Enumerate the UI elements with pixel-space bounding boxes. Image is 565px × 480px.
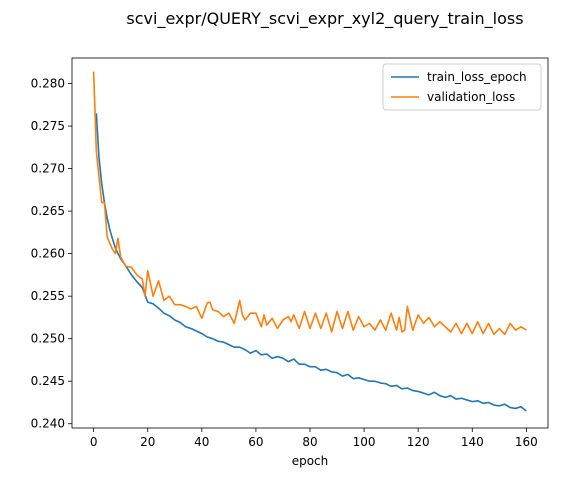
series-line-validation-loss — [92, 71, 527, 336]
x-tick-label: 160 — [515, 435, 538, 449]
x-tick-label: 80 — [302, 435, 317, 449]
y-tick-label: 0.255 — [31, 289, 65, 303]
series-line-train-loss-epoch — [95, 113, 527, 412]
x-tick-label: 120 — [407, 435, 430, 449]
x-axis-ticks: 0 20 40 60 80 100 120 140 160 — [90, 428, 538, 449]
y-tick-label: 0.280 — [31, 77, 65, 91]
x-tick-label: 140 — [461, 435, 484, 449]
legend-box — [382, 63, 542, 111]
legend-label: validation_loss — [427, 90, 515, 104]
y-tick-label: 0.250 — [31, 332, 65, 346]
x-tick-label: 60 — [248, 435, 263, 449]
chart-title: scvi_expr/QUERY_scvi_expr_xyl2_query_tra… — [126, 9, 523, 29]
legend-label: train_loss_epoch — [427, 70, 527, 84]
y-tick-label: 0.245 — [31, 374, 65, 388]
series-layer — [92, 71, 527, 412]
x-tick-label: 100 — [353, 435, 376, 449]
y-tick-label: 0.260 — [31, 247, 65, 261]
legend: train_loss_epoch validation_loss — [382, 63, 542, 111]
x-axis-label: epoch — [292, 454, 329, 468]
y-tick-label: 0.275 — [31, 119, 65, 133]
x-tick-label: 0 — [90, 435, 98, 449]
x-tick-label: 40 — [194, 435, 209, 449]
y-tick-label: 0.270 — [31, 162, 65, 176]
y-tick-label: 0.240 — [31, 417, 65, 431]
x-tick-label: 20 — [140, 435, 155, 449]
y-axis-ticks: 0.240 0.245 0.250 0.255 0.260 0.265 0.270 0.275… — [31, 77, 72, 431]
y-tick-label: 0.265 — [31, 204, 65, 218]
plot-frame — [71, 57, 549, 429]
